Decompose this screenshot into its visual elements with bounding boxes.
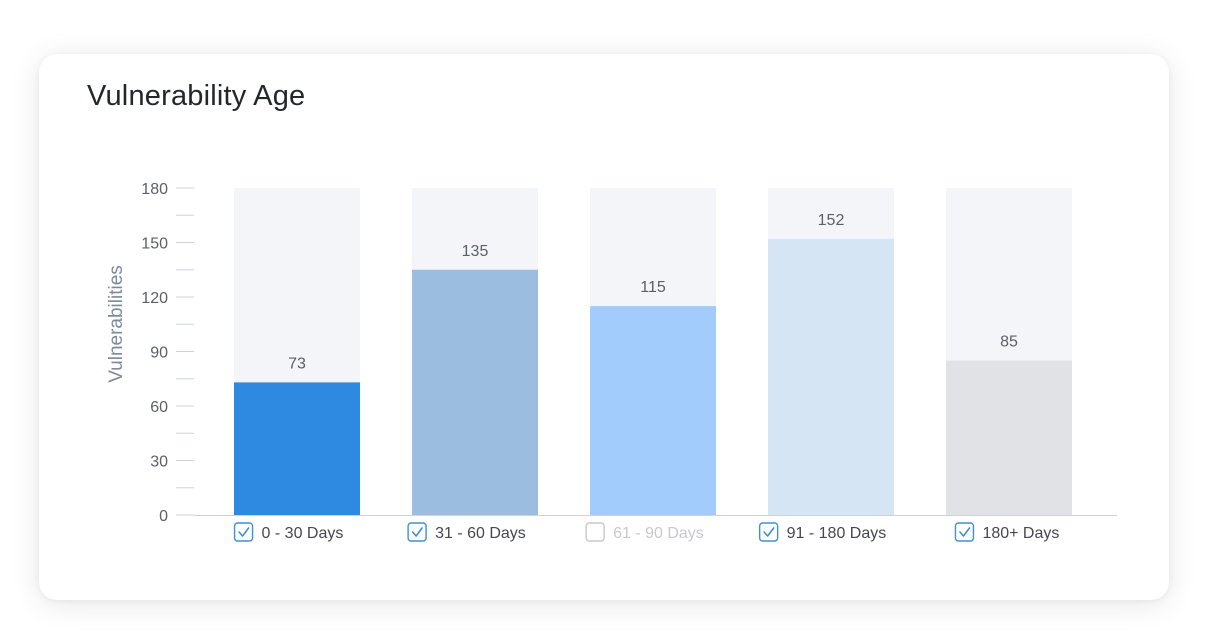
data-label: 73 bbox=[288, 355, 306, 372]
y-tick-label: 150 bbox=[141, 236, 168, 253]
check-icon bbox=[763, 527, 775, 537]
bar-3[interactable] bbox=[768, 238, 894, 515]
legend-item[interactable]: 31 - 60 Days bbox=[407, 522, 526, 542]
y-tick-label: 180 bbox=[141, 181, 168, 198]
legend-label: 31 - 60 Days bbox=[435, 525, 526, 542]
data-label: 135 bbox=[462, 243, 489, 260]
y-tick-label: 90 bbox=[150, 345, 168, 362]
data-label: 115 bbox=[640, 279, 666, 296]
y-axis-label: Vulnerabilities bbox=[106, 265, 127, 383]
legend-item[interactable]: 61 - 90 Days bbox=[585, 522, 704, 542]
legend-item[interactable]: 0 - 30 Days bbox=[233, 522, 344, 542]
check-icon bbox=[411, 527, 423, 537]
bar-4[interactable] bbox=[946, 360, 1072, 515]
bar-0[interactable] bbox=[234, 382, 360, 515]
y-tick-label: 60 bbox=[150, 399, 168, 416]
data-label: 152 bbox=[818, 212, 845, 229]
checkbox[interactable] bbox=[233, 522, 254, 542]
data-label: 85 bbox=[1000, 334, 1018, 351]
legend-item[interactable]: 180+ Days bbox=[954, 522, 1059, 542]
bar-2[interactable] bbox=[590, 306, 716, 515]
y-tick-label: 120 bbox=[141, 290, 168, 307]
check-icon bbox=[959, 527, 971, 537]
checkbox[interactable] bbox=[758, 522, 779, 542]
y-tick-label: 30 bbox=[150, 454, 168, 471]
legend-label: 0 - 30 Days bbox=[262, 525, 344, 542]
checkbox[interactable] bbox=[585, 522, 605, 542]
checkbox[interactable] bbox=[954, 522, 975, 542]
legend-label: 91 - 180 Days bbox=[787, 525, 887, 542]
chart-title: Vulnerability Age bbox=[87, 80, 306, 112]
check-icon bbox=[238, 527, 250, 537]
chart-card: Vulnerability Age 0 30 60 90 120 150 180 73 135… bbox=[39, 54, 1169, 600]
y-tick-label: 0 bbox=[159, 508, 168, 525]
bar-chart: 0 30 60 90 120 150 180 73 135 115 152 85 0 - 30 Da… bbox=[106, 181, 1117, 542]
legend-item[interactable]: 91 - 180 Days bbox=[758, 522, 887, 542]
bar-1[interactable] bbox=[412, 269, 538, 515]
checkbox[interactable] bbox=[407, 522, 427, 542]
legend-label: 61 - 90 Days bbox=[613, 525, 704, 542]
legend-label: 180+ Days bbox=[982, 525, 1059, 542]
